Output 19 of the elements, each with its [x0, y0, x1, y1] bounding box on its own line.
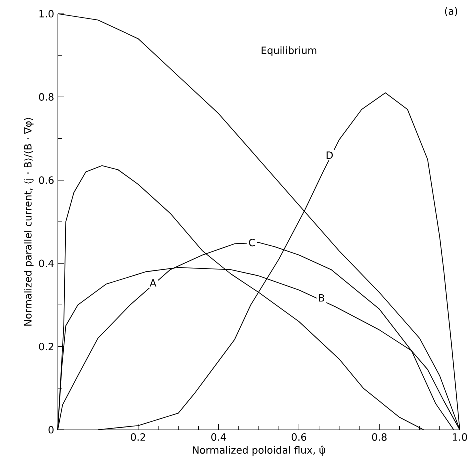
x-axis-title: Normalized poloidal flux, ψ̂ — [193, 446, 326, 456]
annotation: B — [319, 294, 324, 302]
annotation: C — [249, 239, 256, 247]
y-tick-label: 0.4 — [39, 260, 54, 268]
y-tick-label: 0.8 — [39, 93, 54, 101]
annotation: D — [326, 152, 334, 160]
y-tick-label: 0 — [48, 426, 54, 434]
y-axis-title: Normalized parallel current, ⟨j · B⟩/⟨B · ∇φ⟩ — [24, 118, 34, 326]
x-tick-label: 0.2 — [131, 434, 146, 442]
annotation: A — [150, 280, 157, 287]
x-tick-label: 0.8 — [372, 434, 387, 442]
y-tick-label: 0.6 — [39, 176, 54, 184]
y-tick-label: 1.0 — [40, 10, 54, 18]
y-tick-label: 0.2 — [39, 343, 54, 351]
x-tick-label: 1.0 — [453, 434, 468, 442]
annotation: (a) — [445, 7, 458, 16]
x-tick-label: 0.4 — [212, 434, 226, 442]
x-tick-label: 0.6 — [292, 434, 307, 442]
annotation: Equilibrium — [262, 46, 317, 56]
